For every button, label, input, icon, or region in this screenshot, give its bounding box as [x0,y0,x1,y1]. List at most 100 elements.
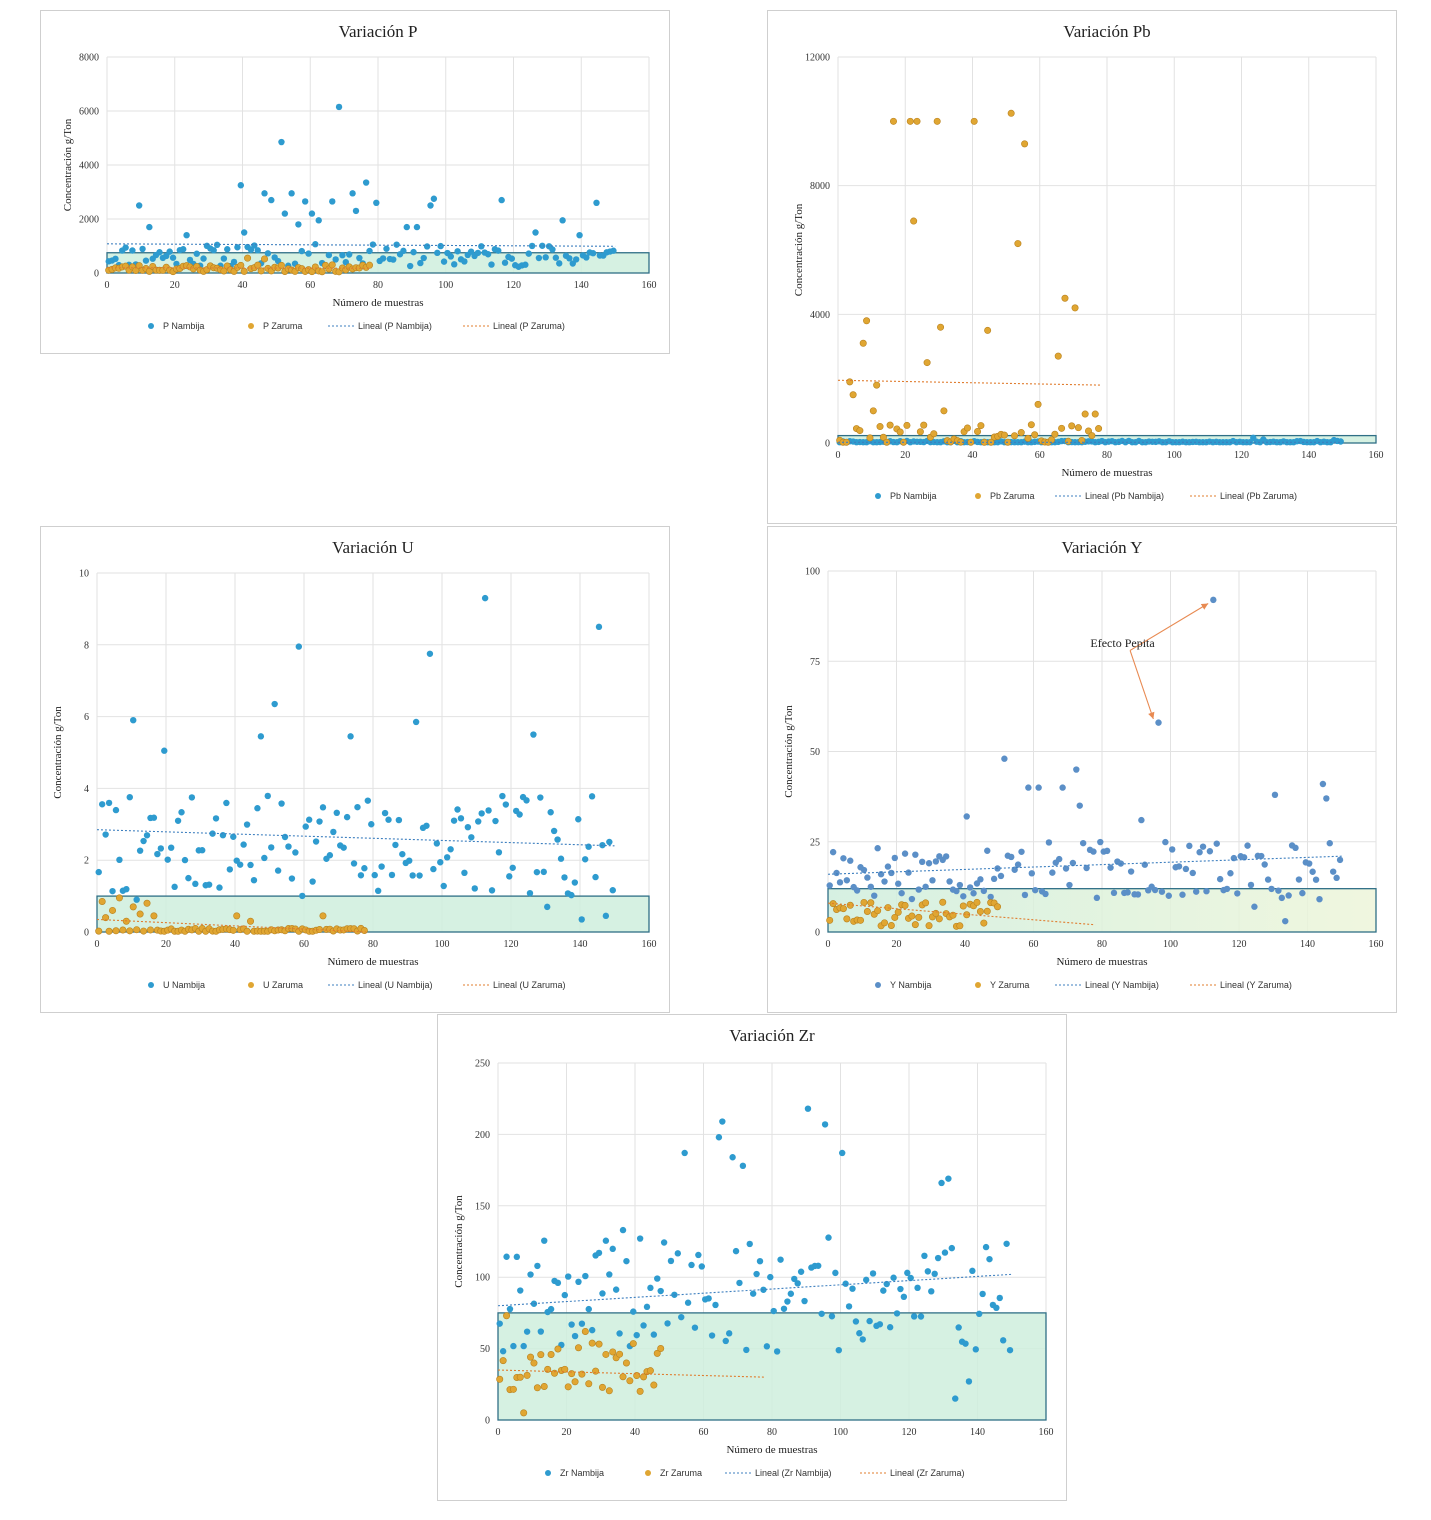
nambija-point [430,195,438,202]
nambija-point [1210,596,1217,604]
nambija-point [371,871,378,879]
nambija-point [773,1348,781,1355]
x-tick-label: 100 [833,1427,848,1438]
nambija-point [984,847,991,854]
nambija-point [1066,881,1073,889]
nambija-point [874,845,881,852]
nambija-point [381,809,389,817]
nambija-point [970,890,977,897]
nambija-point [1042,890,1049,898]
y-tick-label: 100 [805,567,820,578]
zaruma-point [626,1377,634,1385]
x-tick-label: 80 [1097,939,1107,950]
nambija-point [832,1269,839,1277]
nambija-point [836,879,844,886]
zaruma-point [970,117,978,125]
zaruma-point [894,908,902,916]
nambija-point [1336,856,1344,864]
nambija-point [478,810,485,817]
nambija-point [753,1270,760,1278]
chart-variacion-y: Variación Y 0 20 40 60 80 100 120 140 160 0 25 50 75 1… [767,526,1397,1013]
trendline-zaruma [497,1369,766,1378]
zaruma-point [136,910,144,918]
nambija-point [532,229,539,236]
nambija-point [315,217,322,224]
nambija-point [369,241,377,248]
nambija-point [602,1237,610,1244]
nambija-point [1103,847,1111,855]
zaruma-point [856,427,864,435]
nambija-point [474,249,482,257]
nambija-point [240,229,248,236]
nambija-point [561,874,568,881]
nambija-point [506,873,513,880]
zaruma-point [1011,432,1019,440]
nambija-point [871,892,878,899]
nambija-point [1329,868,1337,875]
nambija-point [1234,890,1241,897]
nambija-point [1326,840,1333,847]
legend-entry: Y Zaruma [990,980,1029,990]
zaruma-point [646,1367,654,1375]
nambija-point [1001,755,1008,762]
nambija-point [1244,842,1251,849]
zaruma-point [277,261,285,269]
nambija-point [847,857,854,864]
nambija-point [1186,842,1193,850]
zaruma-point [994,903,1002,911]
nambija-point [581,856,589,863]
nambija-point [917,1313,925,1320]
nambija-point [451,261,458,268]
nambija-point [557,855,565,862]
zaruma-point [102,914,110,922]
zaruma-point [592,1367,600,1375]
nambija-point [886,1324,894,1331]
nambija-point [749,1290,757,1297]
nambija-point [1275,887,1282,894]
legend-entry: Zr Nambija [560,1468,604,1478]
nambija-point [163,252,170,260]
zaruma-point [925,922,933,930]
zaruma-point [873,381,881,389]
zaruma-point [581,1327,589,1335]
nambija-point [860,866,868,874]
nambija-point [898,889,905,897]
nambija-point [815,1262,822,1269]
nambija-point [633,1331,640,1339]
zaruma-point [499,1357,507,1365]
nambija-point [893,1310,901,1317]
y-tick-label: 6000 [79,107,99,118]
zaruma-point [922,899,930,907]
legend-zaruma-marker [645,1470,651,1476]
zaruma-point [1071,304,1079,312]
nambija-point [383,245,390,252]
nambija-point [205,881,213,888]
nambija-point [154,850,161,858]
nambija-point [413,223,421,231]
nambija-point [845,1303,853,1310]
nambija-point [691,1324,699,1331]
chart-variacion-pb: Variación Pb 0 20 40 60 80 100 120 140 160 0 4000 80… [767,10,1397,524]
zaruma-point [935,915,943,923]
nambija-point [942,853,950,860]
nambija-point [181,856,189,864]
zaruma-point [602,1350,610,1358]
zaruma-point [911,921,919,929]
nambija-point [1158,888,1166,895]
legend-nambija-marker [875,493,881,499]
nambija-point [952,1395,959,1402]
zaruma-point [913,117,921,125]
x-tick-label: 40 [960,939,970,950]
nambija-point [1199,843,1207,850]
x-tick-label: 20 [161,939,171,950]
zaruma-point [846,378,854,386]
nambija-point [412,718,420,726]
zaruma-point [233,912,241,920]
nambija-point [623,1257,630,1265]
y-tick-label: 50 [810,747,820,758]
zaruma-point [328,261,336,269]
nambija-point [526,889,534,897]
nambija-point [712,1301,719,1309]
nambija-point [780,1305,788,1312]
zaruma-point [930,430,938,438]
